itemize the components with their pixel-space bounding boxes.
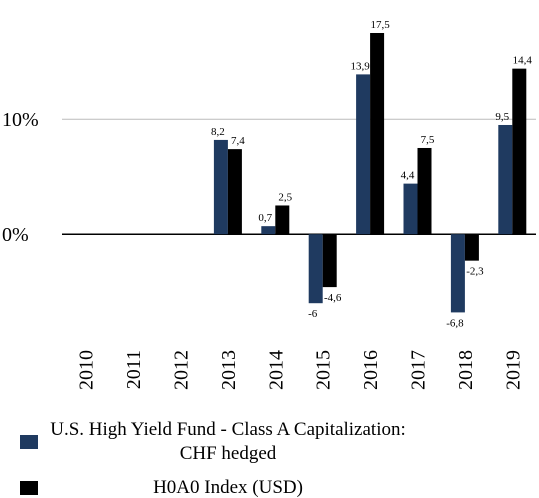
bar: [417, 147, 432, 235]
bar: [370, 32, 385, 235]
legend-swatch: [20, 481, 38, 495]
x-tick-label: 2011: [123, 350, 145, 389]
x-tick-label: 2018: [455, 350, 477, 390]
data-label: 17,5: [370, 19, 390, 31]
data-label: 7,4: [231, 135, 245, 147]
bar: [227, 149, 242, 235]
data-label: 14,4: [513, 55, 533, 67]
legend-item: H0A0 Index (USD): [20, 476, 418, 498]
data-label: 0,7: [258, 212, 272, 224]
data-label: -6: [308, 308, 318, 320]
data-label: 9,5: [495, 111, 509, 123]
bar: [275, 205, 290, 235]
plot: 0% 10% 2010 2011 2012 2013 8,2 7,4 2014 0,7 2,5 201…: [2, 19, 536, 390]
bar: [308, 234, 323, 304]
bar: [213, 139, 228, 235]
x-tick-label: 2014: [265, 350, 287, 390]
data-label: 13,9: [350, 60, 370, 72]
data-label: -4,6: [324, 292, 342, 304]
data-label: -6,8: [446, 317, 464, 329]
y-tick-label: 10%: [2, 109, 39, 131]
bar: [356, 74, 371, 235]
legend-item: U.S. High Yield Fund - Class A Capitaliz…: [20, 418, 418, 466]
bar: [322, 234, 337, 288]
bar: [450, 234, 465, 313]
legend-label: H0A0 Index (USD): [153, 477, 303, 498]
data-label: 2,5: [278, 191, 292, 203]
bar: [261, 226, 276, 235]
data-label: 8,2: [211, 126, 225, 138]
data-label: 7,5: [421, 134, 435, 146]
x-tick-label: 2012: [171, 350, 193, 390]
bar: [498, 124, 513, 235]
data-label: 4,4: [401, 170, 415, 182]
x-tick-label: 2019: [502, 350, 524, 390]
x-tick-label: 2016: [360, 350, 382, 390]
bar: [464, 234, 479, 261]
x-tick-label: 2017: [408, 350, 430, 390]
legend-swatch: [20, 435, 38, 449]
x-tick-label: 2013: [218, 350, 240, 390]
bar: [512, 68, 527, 235]
bar: [403, 183, 418, 235]
x-tick-label: 2010: [76, 350, 98, 390]
y-tick-label: 0%: [2, 224, 29, 246]
legend-label: U.S. High Yield Fund - Class A Capitaliz…: [50, 419, 406, 464]
x-tick-label: 2015: [313, 350, 335, 390]
data-label: -2,3: [466, 266, 484, 278]
